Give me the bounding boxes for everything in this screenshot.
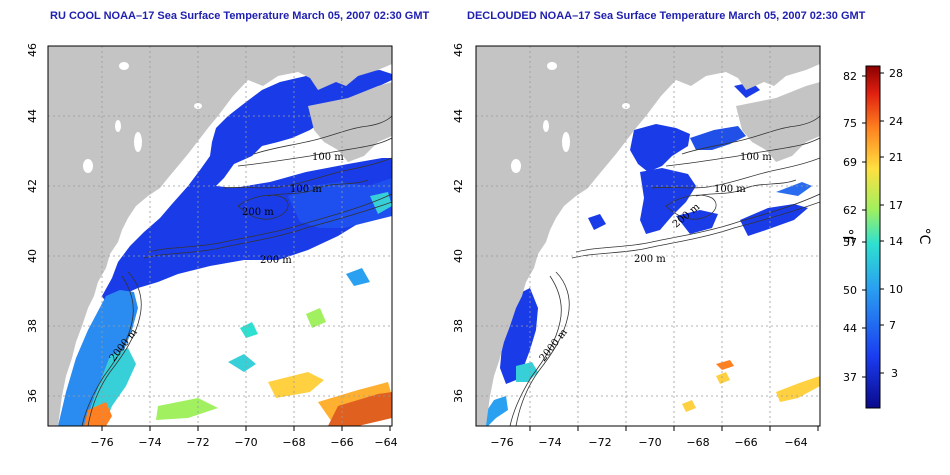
right-y-tick-label: 42 — [452, 179, 465, 193]
left-sst-green-scatter-3 — [306, 308, 326, 328]
left-x-tick-label: −72 — [186, 436, 209, 449]
right-y-tick-label: 36 — [452, 389, 465, 403]
left-map-panel: 100 m 100 m 200 m 200 m 2000 m — [47, 45, 393, 427]
left-y-tick-label: 36 — [26, 389, 39, 403]
left-sst-cold-patch — [288, 178, 392, 228]
right-contour-label-1: 100 m — [740, 152, 772, 163]
right-x-axis — [529, 426, 819, 431]
colorbar-f-tick: 69 — [843, 156, 857, 169]
colorbar-f-tick: 50 — [843, 284, 857, 297]
right-sst-cold-patch-7 — [776, 182, 812, 196]
left-map-frame — [47, 45, 393, 427]
left-contour-label-1: 100 m — [312, 152, 344, 163]
colorbar-c-tick: 21 — [889, 151, 903, 164]
right-y-tick-labels: 36 38 40 42 44 46 — [452, 43, 465, 403]
colorbar-c-tick: 7 — [889, 319, 896, 332]
colorbar-f-tick: 57 — [843, 236, 857, 249]
right-x-tick-label: −64 — [784, 436, 807, 449]
right-x-tick-label: −76 — [490, 436, 513, 449]
colorbar-f-tick: 75 — [843, 117, 857, 130]
left-contour-label-3: 200 m — [260, 255, 292, 266]
right-y-tick-label: 44 — [452, 109, 465, 123]
left-sst-cyan-scatter-5 — [346, 268, 370, 286]
left-contour-label-2: 100 m — [290, 184, 322, 195]
right-contour-label-3: 200 m — [634, 254, 666, 265]
right-sst-warm-scatter-3 — [682, 400, 696, 412]
colorbar-celsius-label: °C — [916, 228, 932, 245]
left-y-tick-labels: 36 38 40 42 44 46 — [26, 43, 39, 403]
left-sst-warm-scatter-3 — [328, 392, 392, 426]
colorbar-c-tick: 14 — [889, 235, 903, 248]
left-sst-cold-swath — [102, 70, 392, 306]
right-x-tick-label: −74 — [538, 436, 561, 449]
right-sst-cold-patch-8 — [588, 214, 606, 230]
colorbar-gradient — [865, 65, 881, 409]
left-map-title: RU COOL NOAA–17 Sea Surface Temperature … — [50, 10, 430, 22]
left-x-tick-label: −64 — [374, 436, 397, 449]
right-map-panel: 100 m 100 m 200 m 200 m 2000 m — [475, 45, 821, 427]
right-x-tick-label: −68 — [686, 436, 709, 449]
left-x-tick-labels: −76 −74 −72 −70 −68 −66 −64 — [90, 436, 397, 449]
colorbar-f-tick: 37 — [843, 371, 857, 384]
left-sst-cyan-scatter-6 — [370, 192, 392, 214]
right-map-title: DECLOUDED NOAA–17 Sea Surface Temperatur… — [467, 10, 866, 22]
colorbar-f-tick: 44 — [843, 322, 857, 335]
left-y-tick-label: 42 — [26, 179, 39, 193]
left-x-tick-label: −74 — [138, 436, 161, 449]
right-sst-coastal-swath — [500, 288, 538, 384]
right-y-tick-label: 40 — [452, 249, 465, 263]
right-sst-warm-scatter-1 — [776, 376, 820, 402]
colorbar-f-tick: 82 — [843, 70, 857, 83]
colorbar: 82 75 69 62 57 50 44 37 28 24 21 17 14 1… — [839, 65, 932, 409]
colorbar-c-tick: 28 — [889, 67, 903, 80]
right-sst-warm-scatter-2 — [716, 372, 730, 384]
right-sst-cold-patch-1 — [630, 124, 690, 172]
right-x-tick-labels: −76 −74 −72 −70 −68 −66 −64 — [490, 436, 807, 449]
left-y-tick-label: 40 — [26, 249, 39, 263]
right-x-tick-label: −66 — [734, 436, 757, 449]
left-sst-warm-patch — [84, 402, 112, 426]
left-y-tick-label: 46 — [26, 43, 39, 57]
right-sst-cold-patch-2 — [640, 168, 696, 234]
left-sst-coastal-swath — [58, 290, 138, 426]
left-x-tick-label: −66 — [330, 436, 353, 449]
right-x-tick-label: −70 — [638, 436, 661, 449]
colorbar-c-tick: 24 — [889, 115, 903, 128]
left-sst-warm-scatter-1 — [268, 372, 324, 398]
left-x-tick-label: −76 — [90, 436, 113, 449]
right-x-tick-label: −72 — [588, 436, 611, 449]
right-map-frame — [475, 45, 821, 427]
left-x-tick-label: −68 — [282, 436, 305, 449]
left-sst-green-scatter-1 — [156, 398, 218, 420]
colorbar-c-tick: 17 — [889, 199, 903, 212]
colorbar-fahrenheit-label: °F — [839, 228, 855, 243]
colorbar-c-tick: 3 — [891, 367, 898, 380]
left-y-tick-label: 44 — [26, 109, 39, 123]
right-contour-label-2: 100 m — [714, 184, 746, 195]
right-sst-coastal-edge — [516, 362, 538, 382]
left-contour-label-4: 200 m — [242, 207, 274, 218]
colorbar-c-tick: 10 — [889, 283, 903, 296]
right-y-tick-label: 46 — [452, 43, 465, 57]
left-x-tick-label: −70 — [234, 436, 257, 449]
right-sst-cold-patch-3 — [690, 126, 746, 150]
left-y-tick-label: 38 — [26, 319, 39, 333]
right-sst-warm-scatter-4 — [716, 360, 734, 370]
colorbar-f-tick: 62 — [843, 204, 857, 217]
left-sst-green-scatter-2 — [228, 354, 256, 372]
right-y-tick-label: 38 — [452, 319, 465, 333]
left-x-axis — [101, 426, 391, 431]
